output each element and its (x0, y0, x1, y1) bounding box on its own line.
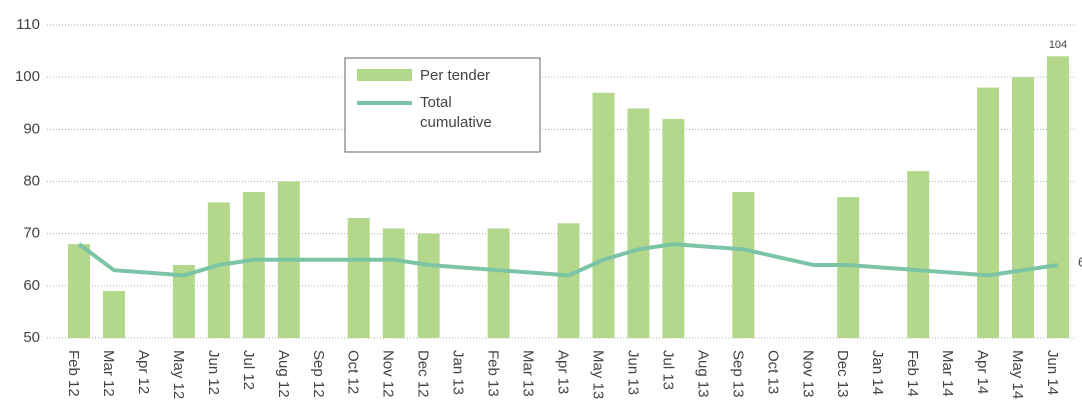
x-tick-label: Jan 14 (869, 350, 886, 395)
x-tick-label: Dec 13 (834, 350, 851, 398)
legend-label: Total cumulative (420, 94, 492, 131)
y-tick-label: 90 (23, 120, 40, 137)
x-tick-label: Aug 13 (694, 350, 711, 398)
legend-label-line: Total (420, 94, 452, 111)
bar (592, 92, 615, 338)
bar (172, 264, 195, 338)
legend-label-line: cumulative (420, 114, 492, 131)
x-tick-label: Feb 14 (904, 350, 921, 397)
x-tick-label: Feb 13 (485, 350, 502, 397)
x-tick-label: Mar 12 (100, 350, 117, 397)
x-tick-label: Jan 13 (450, 350, 467, 395)
x-tick-label: Mar 14 (939, 350, 956, 397)
bar (1047, 56, 1069, 339)
y-tick-label: 60 (23, 277, 40, 294)
x-tick-label: Nov 13 (799, 350, 816, 398)
x-tick-label: Mar 13 (520, 350, 537, 397)
bar (627, 108, 650, 338)
x-tick-label: Jul 12 (240, 350, 257, 390)
x-tick-label: Jun 14 (1044, 350, 1061, 395)
x-tick-label: Nov 12 (380, 350, 397, 398)
x-tick-label: May 14 (1009, 350, 1026, 399)
y-tick-label: 70 (23, 225, 40, 242)
bar (977, 87, 1000, 338)
y-tick-label: 50 (23, 329, 40, 346)
bar (732, 191, 755, 338)
x-tick-label: Apr 12 (135, 350, 152, 394)
bar (557, 223, 580, 338)
bar (487, 228, 510, 338)
bar (207, 202, 230, 338)
x-tick-label: Oct 12 (345, 350, 362, 394)
x-tick-label: Jun 12 (205, 350, 222, 395)
bar (102, 291, 125, 338)
x-tick-label: May 13 (589, 350, 606, 399)
bar (382, 228, 405, 338)
bar (1012, 77, 1035, 339)
bar (347, 218, 370, 338)
x-tick-label: Jun 13 (624, 350, 641, 395)
data-label: 64 (1078, 254, 1082, 269)
bar (837, 197, 860, 338)
bar (417, 233, 440, 338)
x-tick-label: Oct 13 (764, 350, 781, 394)
x-tick-label: Aug 12 (275, 350, 292, 398)
legend-label: Per tender (420, 67, 490, 84)
y-tick-label: 110 (16, 16, 40, 33)
bar (907, 171, 930, 338)
bar (68, 244, 90, 338)
line (77, 242, 1059, 278)
y-tick-label: 80 (23, 172, 40, 189)
x-tick-label: Sep 12 (310, 350, 327, 398)
data-label: 104 (1049, 39, 1067, 51)
bar (662, 118, 685, 339)
legend-swatch (357, 69, 412, 81)
x-tick-label: Apr 13 (555, 350, 572, 394)
x-tick-label: Jul 13 (659, 350, 676, 390)
x-tick-label: Feb 12 (65, 350, 82, 397)
y-tick-label: 100 (15, 68, 40, 85)
x-tick-label: Sep 13 (729, 350, 746, 398)
x-tick-label: Apr 14 (974, 350, 991, 394)
x-tick-label: May 12 (170, 350, 187, 399)
bar (242, 191, 265, 338)
x-tick-label: Dec 12 (415, 350, 432, 398)
